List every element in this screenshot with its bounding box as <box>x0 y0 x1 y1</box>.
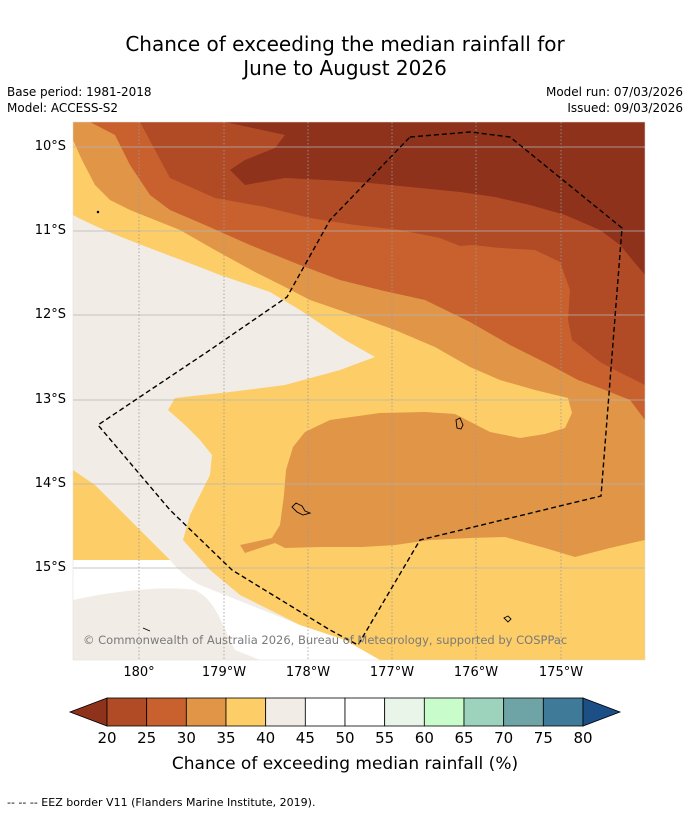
colorbar-cell <box>146 697 187 727</box>
lon-label-179w: 179°W <box>201 665 247 680</box>
lat-label-15s: 15°S <box>34 560 66 575</box>
colorbar-cell <box>542 697 584 727</box>
colorbar-cell <box>344 697 386 727</box>
map-title-line2: June to August 2026 <box>243 56 447 80</box>
colorbar-tick-label: 80 <box>573 729 593 747</box>
map-frame <box>72 121 646 661</box>
colorbar-cell <box>384 697 425 727</box>
colorbar-tick-label: 70 <box>494 729 514 747</box>
colorbar-high-arrow <box>582 697 622 727</box>
copyright-notice: © Commonwealth of Australia 2026, Bureau… <box>83 633 568 647</box>
lon-label-180: 180° <box>123 665 155 680</box>
colorbar-tick-label: 60 <box>414 729 434 747</box>
region-under-20 <box>225 122 645 275</box>
colorbar-tick-label: 20 <box>97 729 117 747</box>
colorbar-cell <box>265 697 306 727</box>
colorbar-tick-label: 35 <box>216 729 236 747</box>
colorbar-cell <box>463 697 505 727</box>
islands <box>96 210 512 632</box>
lat-label-11s: 11°S <box>34 223 66 238</box>
colorbar-tick-label: 50 <box>335 729 355 747</box>
meta-left: Base period: 1981-2018 Model: ACCESS-S2 <box>7 84 152 116</box>
lat-label-12s: 12°S <box>34 307 66 322</box>
colorbar-tick-label: 65 <box>454 729 474 747</box>
colorbar <box>68 697 622 727</box>
lon-label-176w: 176°W <box>453 665 499 680</box>
lat-label-10s: 10°S <box>34 139 66 154</box>
colorbar-tick-label: 40 <box>256 729 276 747</box>
map-layers <box>73 122 645 660</box>
lon-label-175w: 175°W <box>538 665 584 680</box>
colorbar-cell <box>503 697 544 727</box>
lat-label-14s: 14°S <box>34 476 66 491</box>
eez-border <box>96 131 623 646</box>
colorbar-tick-label: 55 <box>375 729 395 747</box>
colorbar-cell <box>106 697 148 727</box>
meridian-lines <box>138 122 562 660</box>
lon-label-178w: 178°W <box>285 665 331 680</box>
colorbar-tick-label: 45 <box>295 729 315 747</box>
eez-footnote: -- -- -- EEZ border V11 (Flanders Marine… <box>7 796 316 809</box>
colorbar-cell <box>225 697 267 727</box>
lat-label-13s: 13°S <box>34 392 66 407</box>
lon-label-177w: 177°W <box>369 665 415 680</box>
colorbar-cell <box>423 697 465 727</box>
colorbar-label: Chance of exceeding median rainfall (%) <box>171 754 519 774</box>
base-period: Base period: 1981-2018 <box>7 85 152 99</box>
colorbar-cell <box>185 697 227 727</box>
colorbar-tick-label: 30 <box>176 729 196 747</box>
map-title-line1: Chance of exceeding the median rainfall … <box>125 32 565 56</box>
issued-date: Issued: 09/03/2026 <box>567 101 683 115</box>
colorbar-tick-label: 25 <box>137 729 157 747</box>
colorbar-tick-label: 75 <box>533 729 553 747</box>
meta-right: Model run: 07/03/2026 Issued: 09/03/2026 <box>546 84 683 116</box>
grid-lines <box>73 146 645 569</box>
model-name: Model: ACCESS-S2 <box>7 101 119 115</box>
model-run-date: Model run: 07/03/2026 <box>545 85 683 99</box>
colorbar-cell <box>304 697 346 727</box>
colorbar-low-arrow <box>68 697 108 727</box>
